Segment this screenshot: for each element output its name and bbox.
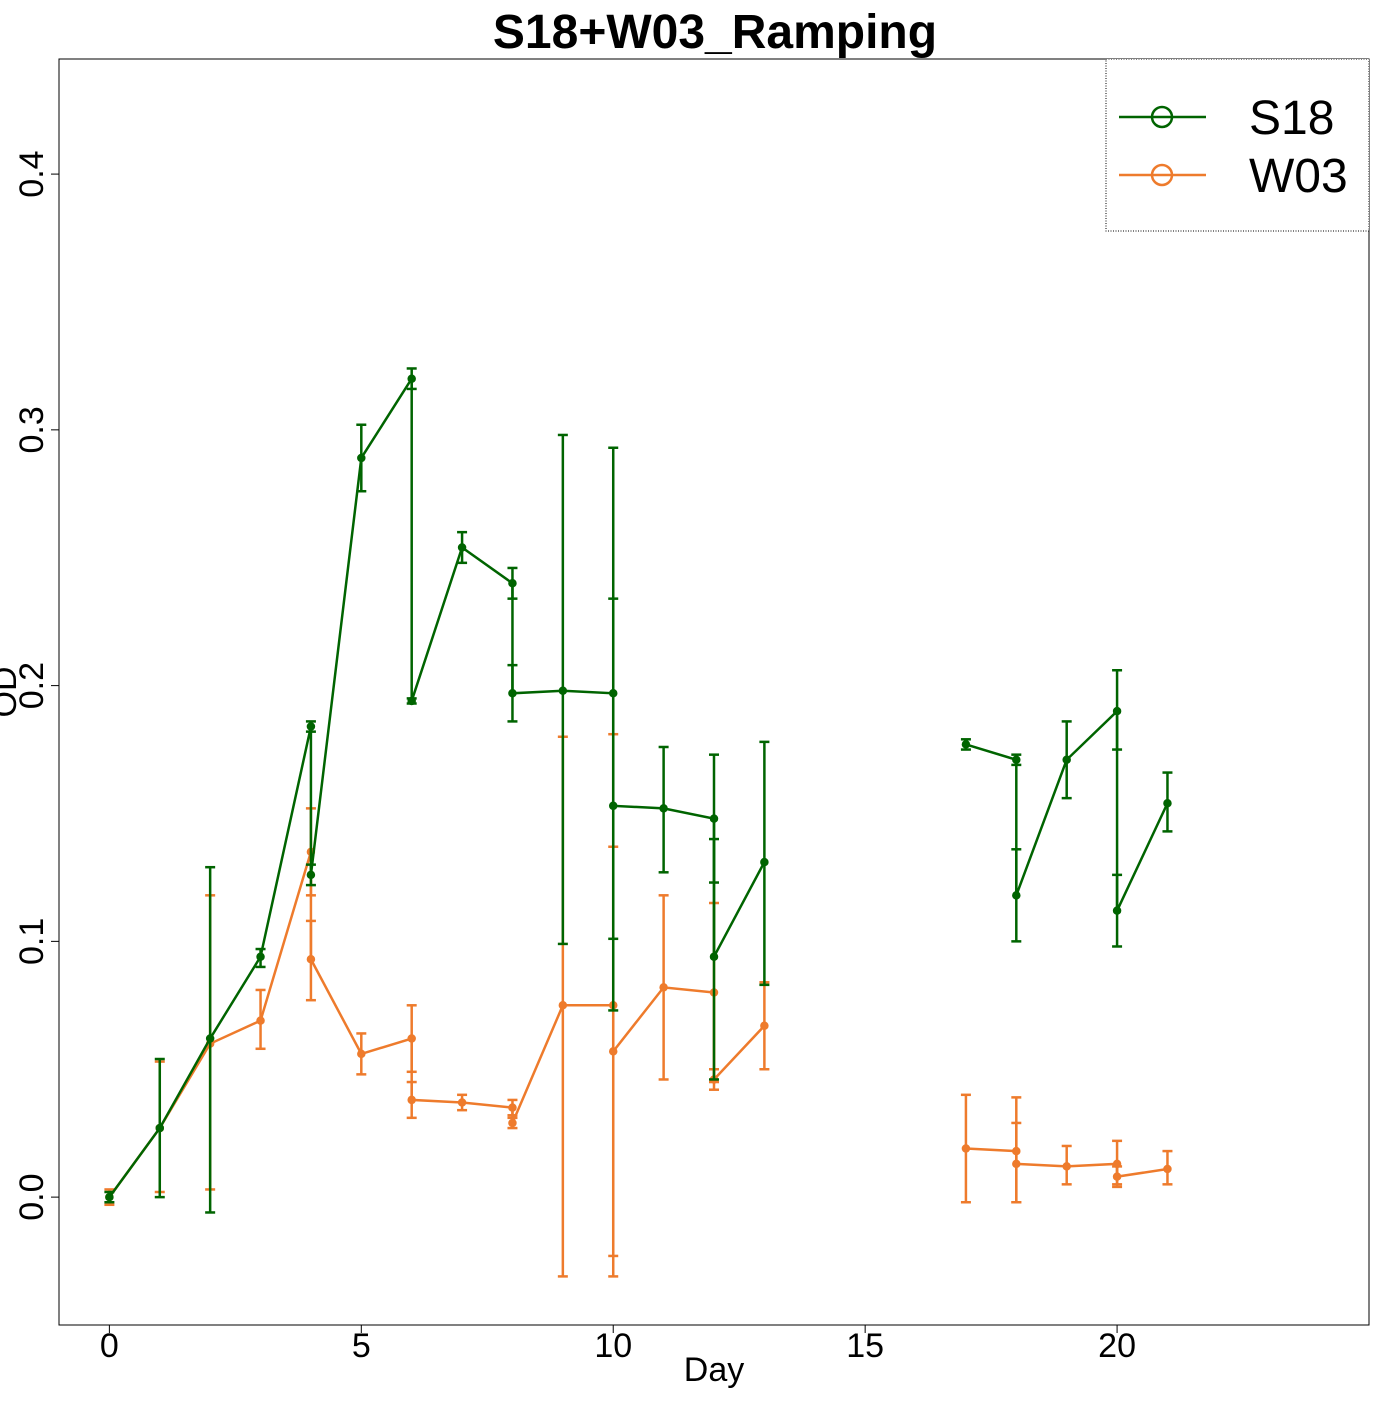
data-point — [357, 453, 366, 463]
y-tick-label: 0.1 — [13, 918, 51, 965]
y-tick-label: 0.0 — [13, 1173, 51, 1220]
data-point — [659, 983, 668, 992]
data-point — [256, 1016, 265, 1025]
data-point — [558, 686, 568, 695]
data-point — [558, 1001, 568, 1010]
data-point — [1012, 891, 1021, 900]
data-point — [961, 1144, 971, 1153]
data-point — [1012, 1159, 1021, 1169]
data-point — [306, 955, 316, 964]
x-tick-label: 0 — [100, 1327, 119, 1365]
legend-box — [1105, 58, 1370, 232]
data-point — [1062, 755, 1071, 765]
data-point — [760, 1021, 769, 1031]
data-point — [508, 1118, 517, 1128]
data-point — [1012, 755, 1021, 765]
data-point — [1112, 906, 1122, 915]
series-line-S18 — [108, 374, 766, 1198]
series-line-W03 — [108, 851, 766, 1198]
series-W03 — [104, 732, 1173, 1278]
data-point — [105, 1192, 114, 1202]
data-point — [1112, 1172, 1122, 1181]
plot-area — [104, 367, 1173, 1278]
series-S18 — [104, 367, 1173, 1214]
x-axis-label: Day — [684, 1351, 744, 1389]
data-point — [608, 1047, 618, 1056]
legend-label: W03 — [1249, 150, 1348, 203]
data-point — [256, 952, 265, 961]
x-tick-label: 20 — [1098, 1327, 1136, 1365]
data-point — [457, 1098, 467, 1107]
data-point — [1163, 799, 1172, 808]
plot-frame — [58, 58, 1370, 1326]
data-point — [306, 722, 316, 731]
data-point — [1012, 1146, 1021, 1156]
legend-swatch-marker — [1150, 105, 1174, 129]
legend-item-W03: W03 — [1119, 150, 1348, 203]
y-axis-label: OD — [0, 667, 24, 718]
data-point — [508, 579, 517, 588]
data-point — [709, 952, 719, 961]
data-point — [508, 689, 517, 698]
data-point — [357, 1049, 366, 1059]
x-tick-label: 10 — [594, 1327, 632, 1365]
x-tick-label: 15 — [846, 1327, 884, 1365]
data-point — [1062, 1162, 1071, 1171]
y-tick-label: 0.3 — [13, 406, 51, 453]
chart-title: S18+W03_Ramping — [493, 6, 937, 59]
axes: 0 5 10 15 20 0.0 0.1 0.2 0.3 0.4 — [13, 150, 1136, 1365]
data-point — [608, 689, 618, 698]
legend-swatch-marker — [1150, 163, 1174, 187]
data-point — [1112, 1159, 1122, 1169]
y-tick-label: 0.4 — [13, 150, 51, 197]
data-point — [508, 1103, 517, 1112]
data-point — [155, 1123, 165, 1133]
data-point — [407, 696, 416, 706]
data-point — [407, 1034, 416, 1043]
data-point — [659, 804, 668, 813]
data-point — [457, 543, 467, 552]
legend-label: S18 — [1249, 92, 1334, 145]
data-point — [1112, 706, 1122, 716]
legend-item-S18: S18 — [1119, 92, 1334, 145]
data-point — [608, 801, 618, 811]
data-point — [961, 740, 971, 749]
data-point — [306, 870, 316, 880]
data-point — [407, 1095, 416, 1105]
data-point — [407, 374, 416, 383]
data-point — [1163, 1164, 1172, 1174]
data-point — [760, 857, 769, 867]
y-tick-label: 0.2 — [13, 662, 51, 709]
data-point — [205, 1034, 215, 1043]
data-point — [709, 814, 719, 823]
x-tick-label: 5 — [352, 1327, 371, 1365]
